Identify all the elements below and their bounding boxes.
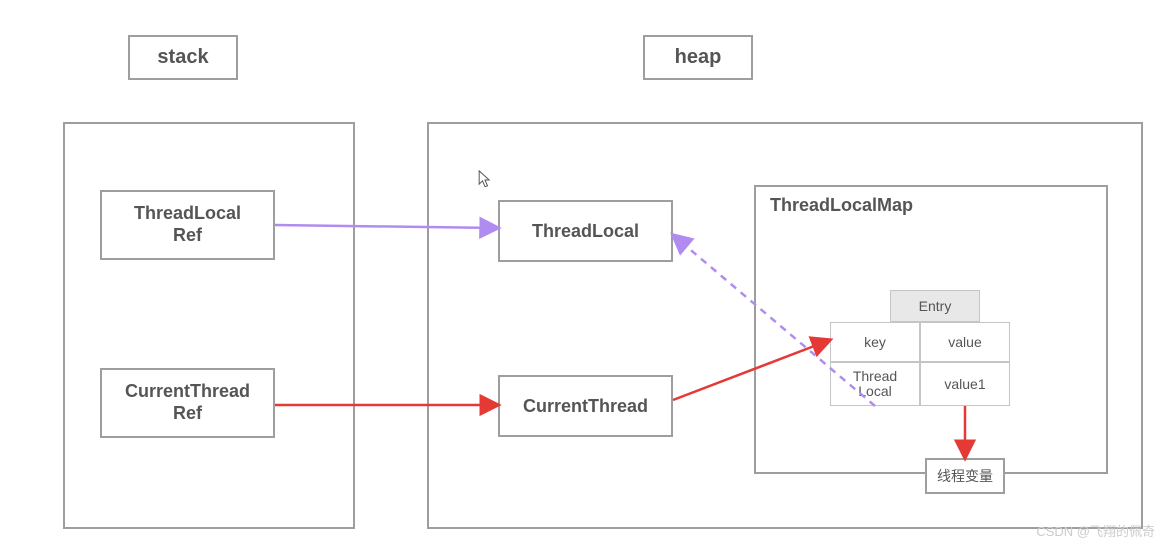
threadlocal-node: ThreadLocal: [498, 200, 673, 262]
entry-key-label: key: [864, 334, 886, 350]
currentthread-ref-node: CurrentThreadRef: [100, 368, 275, 438]
threadlocalmap-title-text: ThreadLocalMap: [770, 195, 913, 215]
entry-header: Entry: [890, 290, 980, 322]
entry-header-label: Entry: [919, 298, 952, 314]
threadlocal-label: ThreadLocal: [532, 221, 639, 242]
entry-value-cell: value: [920, 322, 1010, 362]
currentthread-node: CurrentThread: [498, 375, 673, 437]
currentthread-ref-label: CurrentThreadRef: [125, 381, 250, 424]
entry-value-label: value: [948, 334, 981, 350]
threadlocal-ref-label: ThreadLocalRef: [134, 203, 241, 246]
entry-threadlocal-label: ThreadLocal: [853, 369, 897, 400]
heap-header: heap: [643, 35, 753, 80]
thread-variable-label: 线程变量: [937, 466, 993, 486]
entry-value1-label: value1: [944, 376, 985, 392]
thread-variable-node: 线程变量: [925, 458, 1005, 494]
threadlocalmap-title: ThreadLocalMap: [770, 195, 913, 216]
watermark: CSDN @飞翔的佩奇: [1036, 521, 1155, 540]
entry-key-cell: key: [830, 322, 920, 362]
stack-header-label: stack: [157, 46, 208, 69]
entry-value1-cell: value1: [920, 362, 1010, 406]
watermark-text: CSDN @飞翔的佩奇: [1036, 524, 1155, 539]
stack-container: [63, 122, 355, 529]
entry-threadlocal-cell: ThreadLocal: [830, 362, 920, 406]
currentthread-label: CurrentThread: [523, 396, 648, 417]
heap-header-label: heap: [675, 46, 722, 69]
stack-header: stack: [128, 35, 238, 80]
threadlocal-ref-node: ThreadLocalRef: [100, 190, 275, 260]
